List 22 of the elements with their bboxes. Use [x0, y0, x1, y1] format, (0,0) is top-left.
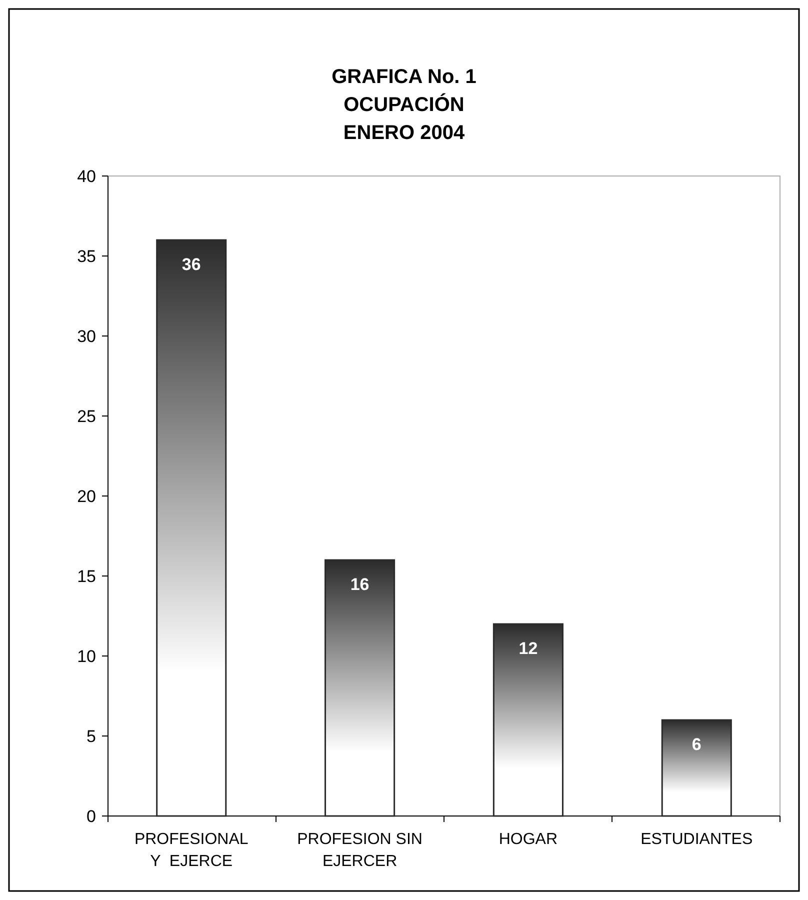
data-label: 12: [518, 639, 538, 658]
y-tick-label: 15: [77, 566, 96, 586]
y-tick-label: 20: [77, 486, 96, 506]
y-tick-label: 40: [77, 166, 96, 186]
x-tick-label: PROFESIONAL Y EJERCE: [134, 831, 248, 870]
bar: [661, 719, 732, 817]
y-tick-label: 30: [77, 326, 96, 346]
bar: [492, 623, 564, 817]
bar: [324, 559, 396, 817]
data-label: 36: [182, 255, 201, 274]
y-tick-label: 10: [77, 646, 96, 666]
data-label: 6: [692, 735, 702, 754]
y-tick-label: 0: [86, 806, 96, 826]
data-label: 16: [350, 575, 370, 594]
y-tick-label: 25: [77, 406, 96, 426]
x-tick-label: ESTUDIANTES: [640, 831, 753, 848]
y-tick-label: 5: [86, 726, 96, 746]
bar: [156, 239, 227, 817]
x-tick-label: PROFESION SIN EJERCER: [297, 831, 422, 870]
y-tick-label: 35: [77, 246, 96, 266]
x-tick-label: HOGAR: [498, 831, 558, 848]
chart-title: GRAFICA No. 1 OCUPACIÓN ENERO 2004: [332, 66, 476, 144]
